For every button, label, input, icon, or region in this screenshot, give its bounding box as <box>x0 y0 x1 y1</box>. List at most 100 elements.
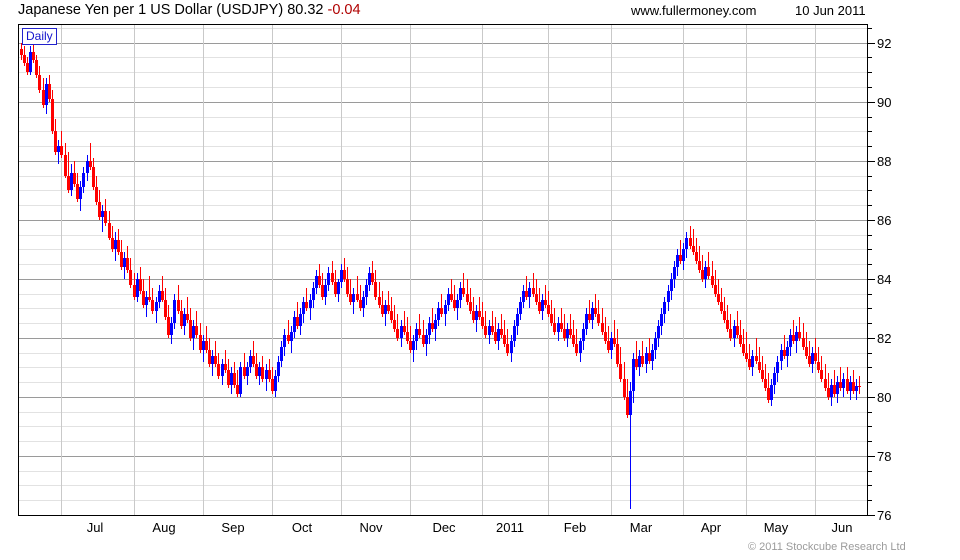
candle-body <box>359 299 362 309</box>
candle-body <box>450 293 453 300</box>
candle-wick <box>815 337 816 365</box>
candle-body <box>557 323 560 332</box>
candle-body <box>657 326 660 338</box>
grid-line-major <box>19 220 867 221</box>
candle-wick <box>765 364 766 392</box>
x-axis-label: Nov <box>359 520 383 535</box>
candle-body <box>588 314 591 321</box>
y-axis-tick <box>868 412 872 413</box>
candle-body <box>189 320 192 338</box>
grid-line-minor <box>19 412 867 413</box>
grid-line-minor <box>19 367 867 368</box>
candle-body <box>585 314 588 330</box>
candle-wick <box>759 346 760 374</box>
candle-body <box>613 337 616 344</box>
candle-body <box>20 48 23 55</box>
candle-body <box>180 311 183 327</box>
candle-body <box>594 308 597 315</box>
candle-wick <box>576 329 577 356</box>
candle-body <box>431 323 434 330</box>
candle-body <box>466 293 469 303</box>
y-axis-label: 80 <box>877 390 892 405</box>
candle-body <box>820 370 823 380</box>
candle-wick <box>564 314 565 341</box>
candle-body <box>302 302 305 315</box>
candle-body <box>54 131 57 152</box>
candle-wick <box>485 311 486 338</box>
grid-line-month <box>683 25 684 515</box>
candle-wick <box>696 237 697 265</box>
candle-body <box>645 352 648 365</box>
grid-line-minor <box>19 353 867 354</box>
candle-body <box>475 311 478 321</box>
candle-wick <box>391 296 392 324</box>
candle-body <box>852 382 855 391</box>
grid-line-minor <box>19 72 867 73</box>
candle-body <box>582 329 585 341</box>
candle-wick <box>608 326 609 353</box>
candle-body <box>387 305 390 312</box>
candle-body <box>92 166 95 188</box>
candle-wick <box>90 143 91 170</box>
candle-wick <box>102 205 103 232</box>
candle-wick <box>548 290 549 318</box>
candle-body <box>224 364 227 371</box>
candle-body <box>437 308 440 321</box>
candle-wick <box>721 287 722 315</box>
candle-body <box>544 299 547 306</box>
grid-line-minor <box>19 235 867 236</box>
candle-body <box>346 278 349 294</box>
candle-body <box>717 293 720 303</box>
candle-body <box>641 355 644 365</box>
y-axis-tick <box>868 87 872 88</box>
candle-wick <box>297 302 298 330</box>
candle-wick <box>350 278 351 306</box>
candle-body <box>123 258 126 268</box>
candle-body <box>151 299 154 312</box>
candle-body <box>32 51 35 61</box>
y-axis-tick <box>868 43 875 44</box>
candle-body <box>805 346 808 356</box>
candle-body <box>268 370 271 380</box>
candle-wick <box>467 278 468 306</box>
candle-body <box>849 382 852 391</box>
candle-wick <box>702 255 703 282</box>
candle-wick <box>360 284 361 312</box>
y-axis-tick <box>868 382 872 383</box>
candle-body <box>384 305 387 315</box>
candle-body <box>233 373 236 386</box>
candle-wick <box>746 331 747 362</box>
y-axis-tick <box>868 176 872 177</box>
y-axis-tick <box>868 485 872 486</box>
candle-wick <box>828 373 829 400</box>
candle-body <box>299 314 302 327</box>
candle-wick <box>451 278 452 303</box>
y-axis-tick <box>868 441 872 442</box>
candle-body <box>553 323 556 332</box>
grid-line-minor <box>19 28 867 29</box>
candle-body <box>312 287 315 300</box>
x-axis-label: Mar <box>629 520 653 535</box>
candle-wick <box>237 370 238 397</box>
candle-body <box>343 270 346 279</box>
candle-wick <box>382 290 383 318</box>
candle-body <box>45 84 48 105</box>
candle-body <box>786 346 789 356</box>
candle-body <box>428 323 431 335</box>
y-axis-tick <box>868 102 875 103</box>
grid-line-major <box>19 43 867 44</box>
candle-wick <box>737 311 738 338</box>
candle-body <box>858 386 861 388</box>
candle-body <box>352 293 355 303</box>
candle-body <box>817 361 820 371</box>
candle-body <box>488 326 491 335</box>
candle-wick <box>598 299 599 327</box>
y-axis-label: 76 <box>877 508 892 523</box>
candle-body <box>331 272 334 282</box>
y-axis-label: 92 <box>877 36 892 51</box>
candle-body <box>371 272 374 282</box>
x-axis-label: Feb <box>563 520 587 535</box>
candle-body <box>76 184 79 200</box>
candle-wick <box>818 346 819 374</box>
grid-line-month <box>272 25 273 515</box>
